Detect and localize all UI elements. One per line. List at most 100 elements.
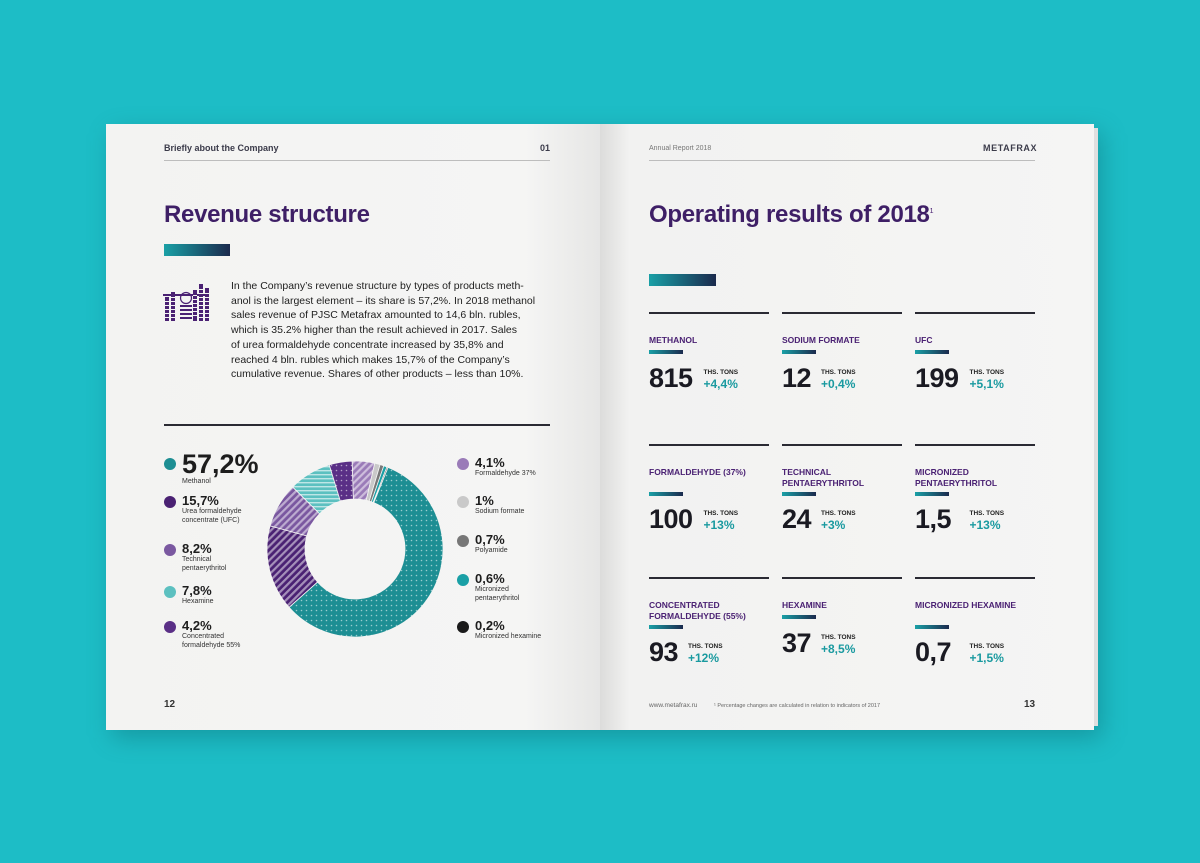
page-title: Revenue structure [164, 201, 370, 228]
legend-item: 57,2% Methanol [164, 450, 259, 487]
cell-rule [649, 577, 769, 579]
donut-slice-texture [267, 525, 318, 608]
section-divider [164, 424, 550, 426]
unit-label: THS. TONS [821, 510, 856, 517]
result-value: 12 [782, 363, 812, 393]
page-number: 13 [1024, 699, 1036, 710]
legend-swatch [164, 621, 176, 633]
result-accent-bar [915, 350, 949, 354]
legend-value: 57,2% [182, 449, 259, 479]
legend-value: 0,2% [475, 618, 505, 633]
legend-item: 1% Sodium formate [457, 493, 524, 517]
legend-label: Formaldehyde 37% [475, 470, 536, 477]
unit-label: THS. TONS [703, 369, 739, 376]
result-accent-bar [915, 625, 949, 629]
legend-swatch [457, 458, 469, 470]
cell-rule [649, 444, 769, 446]
header-rule [649, 160, 1035, 161]
result-change: +12% [688, 651, 720, 665]
legend-item: 0,2% Micronized hexamine [457, 618, 541, 642]
right-page: Annual Report 2018 METAFRAX Operating re… [600, 124, 1098, 730]
result-change: +1,5% [969, 651, 1004, 665]
paragraph-line: reached 4 bln. rubles which makes 15,7% … [231, 353, 510, 366]
legend-value: 4,2% [182, 618, 212, 633]
legend-swatch [164, 496, 176, 508]
legend-label: Hexamine [182, 598, 214, 605]
result-accent-bar [649, 625, 683, 629]
title-accent-bar [164, 244, 230, 256]
legend-value: 8,2% [182, 541, 212, 556]
legend-swatch [457, 574, 469, 586]
result-accent-bar [915, 492, 949, 496]
result-name: SODIUM FORMATE [782, 335, 860, 345]
paragraph-line: sales revenue of PJSC Metafrax amounted … [231, 309, 521, 322]
revenue-bars-icon [163, 284, 209, 321]
result-value: 1,5 [915, 504, 952, 534]
unit-label: THS. TONS [969, 643, 1005, 650]
result-name: MICRONIZED HEXAMINE [915, 600, 1017, 610]
legend-item: 15,7% Urea formaldehyde concentrate (UFC) [164, 493, 242, 525]
result-accent-bar [782, 615, 816, 619]
legend-label: Technical [182, 556, 212, 563]
page-title: Operating results of 20181 [649, 201, 933, 229]
result-value: 37 [782, 628, 812, 658]
header-rule [164, 160, 550, 161]
paragraph-line: anol is the largest element – its share … [231, 294, 536, 307]
unit-label: THS. TONS [821, 369, 856, 376]
section-number: 01 [540, 143, 551, 153]
cell-rule [915, 577, 1035, 579]
cell-rule [782, 444, 902, 446]
legend-value: 1% [475, 493, 494, 508]
legend-item: 0,6% Micronized pentaerythritol [457, 571, 519, 603]
donut-slice-texture [289, 467, 443, 637]
result-accent-bar [782, 350, 816, 354]
cell-rule [915, 312, 1035, 314]
legend-item: 7,8% Hexamine [164, 583, 214, 607]
legend-value: 0,7% [475, 532, 505, 547]
result-name: UFC [915, 335, 933, 345]
result-name: MICRONIZED PENTAERYTHRITOL [915, 467, 998, 488]
legend-label: Polyamide [475, 547, 508, 554]
result-change: +3% [821, 518, 846, 532]
unit-label: THS. TONS [969, 510, 1005, 517]
legend-label: pentaerythritol [475, 594, 520, 602]
result-change: +13% [703, 518, 735, 532]
legend-swatch [164, 458, 176, 470]
unit-label: THS. TONS [703, 510, 739, 517]
legend-label: concentrate (UFC) [182, 516, 240, 524]
legend-label: Micronized hexamine [475, 633, 542, 640]
legend-value: 4,1% [475, 455, 505, 470]
result-accent-bar [782, 492, 816, 496]
legend-item: 4,2% Concentrated formaldehyde 55% [164, 618, 240, 650]
legend-swatch [457, 621, 469, 633]
result-name: FORMALDEHYDE (37%) [649, 467, 746, 477]
legend-label: Urea formaldehyde [182, 508, 242, 515]
result-accent-bar [649, 492, 683, 496]
result-value: 0,7 [915, 637, 952, 667]
result-value: 199 [915, 363, 959, 393]
left-running-header: Briefly about the Company [164, 143, 279, 153]
title-text: Operating results of 2018 [649, 201, 930, 228]
legend-item: 0,7% Polyamide [457, 532, 508, 556]
donut-slice-texture [329, 461, 354, 502]
cell-rule [782, 577, 902, 579]
donut-slice-texture [270, 486, 320, 536]
legend-label: Micronized [475, 586, 509, 593]
left-page: Briefly about the Company 01 Revenue str… [106, 124, 600, 730]
legend-swatch [457, 535, 469, 547]
unit-label: THS. TONS [969, 369, 1005, 376]
legend-value: 15,7% [182, 493, 219, 508]
paragraph-line: In the Company’s revenue structure by ty… [231, 280, 524, 292]
legend-item: 4,1% Formaldehyde 37% [457, 455, 536, 479]
result-change: +8,5% [821, 642, 856, 656]
result-name: HEXAMINE [782, 600, 827, 610]
result-change: +4,4% [703, 377, 738, 391]
paragraph-line: of urea formaldehyde concentrate increas… [231, 338, 504, 351]
cell-rule [915, 444, 1035, 446]
legend-swatch [457, 496, 469, 508]
result-change: +13% [969, 518, 1001, 532]
result-value: 93 [649, 637, 679, 667]
revenue-donut-chart [266, 460, 444, 638]
cell-rule [782, 312, 902, 314]
legend-swatch [164, 544, 176, 556]
